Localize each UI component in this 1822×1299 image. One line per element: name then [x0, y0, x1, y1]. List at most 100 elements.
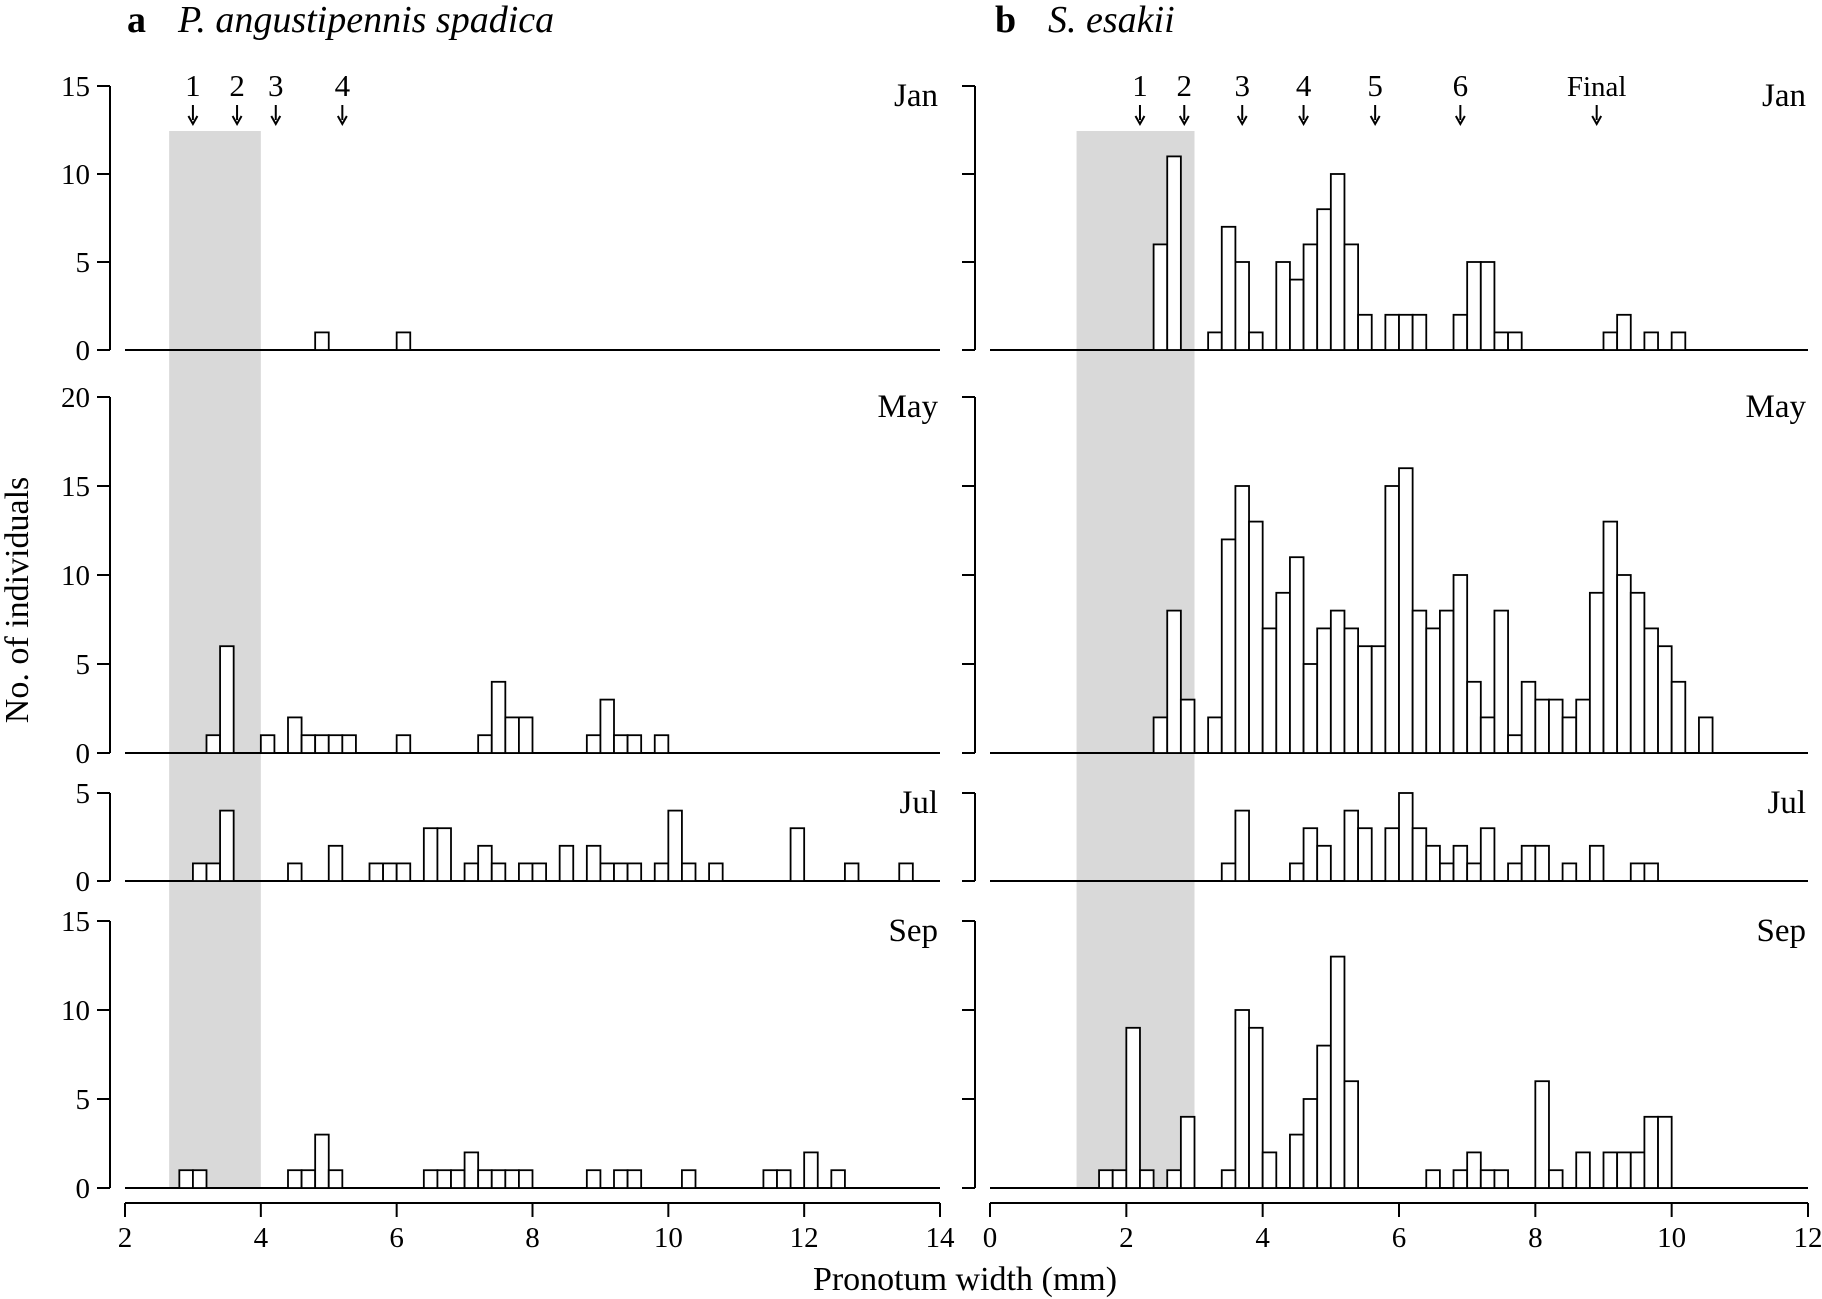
bar-may-b-4.7	[1302, 663, 1319, 754]
bar-may-a-4.5	[287, 716, 303, 754]
bar-jul-b-9.7	[1643, 862, 1659, 882]
bar-sep-b-8.7	[1575, 1151, 1591, 1189]
bar-may-b-8.3	[1548, 698, 1564, 754]
bar-may-a-4.1	[259, 734, 276, 754]
y-tick-label-sep-a-5: 5	[76, 1084, 91, 1116]
bar-jan-b-5.9	[1384, 313, 1400, 351]
bar-may-b-8.9	[1588, 591, 1605, 754]
bar-sep-b-3.9	[1248, 1026, 1264, 1189]
bar-jul-a-5.9	[382, 862, 398, 882]
panel-sep-b: Sep	[962, 913, 1808, 1189]
bar-may-a-3.3	[205, 734, 221, 754]
bar-sep-a-9.3	[613, 1169, 629, 1189]
instar-arrow-head-b-3	[1236, 115, 1248, 127]
bar-jul-b-6.1	[1398, 792, 1414, 882]
bar-sep-a-7.3	[477, 1169, 493, 1189]
bar-jul-b-6.7	[1439, 862, 1455, 882]
bar-may-b-7.9	[1520, 680, 1537, 754]
bar-may-b-3.9	[1248, 520, 1264, 754]
bar-jul-b-5.5	[1357, 827, 1373, 882]
bar-jul-a-7.3	[477, 844, 493, 882]
bar-sep-b-1.9	[1111, 1169, 1128, 1189]
month-label-jul-b: Jul	[1767, 785, 1806, 821]
y-tick-label-jul-a-0: 0	[76, 866, 91, 898]
bar-jan-b-3.5	[1220, 225, 1237, 351]
bar-sep-b-3.5	[1220, 1169, 1237, 1189]
panel-letter-b: b	[995, 0, 1016, 41]
bar-may-b-2.9	[1179, 698, 1196, 754]
bar-sep-b-9.9	[1657, 1115, 1673, 1189]
x-tick-label-b-10: 10	[1657, 1222, 1686, 1254]
bar-jul-a-10.1	[667, 809, 683, 882]
bar-may-b-6.5	[1425, 627, 1441, 754]
instar-label-a-3: 3	[268, 68, 284, 103]
shaded-band-a	[169, 131, 261, 1188]
bar-jan-b-6.1	[1398, 313, 1414, 351]
bar-sep-a-12.1	[803, 1151, 819, 1189]
bar-jul-a-6.1	[395, 862, 412, 882]
x-tick-label-b-2: 2	[1119, 1222, 1134, 1254]
instar-arrow-head-b-7	[1591, 115, 1603, 127]
bar-jul-a-10.3	[681, 862, 697, 882]
bar-sep-b-2.1	[1125, 1026, 1141, 1189]
bar-sep-a-8.9	[585, 1169, 602, 1189]
month-label-jan-b: Jan	[1762, 78, 1806, 114]
y-tick-label-may-a-15: 15	[61, 471, 90, 503]
bar-may-a-4.9	[314, 734, 330, 754]
y-tick-label-sep-a-10: 10	[61, 995, 90, 1027]
bar-sep-b-4.1	[1261, 1151, 1278, 1189]
bar-jan-b-6.9	[1452, 313, 1469, 351]
bar-sep-b-9.5	[1629, 1151, 1646, 1189]
panel-title-b: S. esakii	[1048, 0, 1175, 41]
bar-jan-b-2.7	[1166, 155, 1182, 351]
bar-jan-b-3.7	[1234, 261, 1250, 351]
instar-arrow-head-b-5	[1369, 115, 1381, 127]
bar-jul-b-6.5	[1425, 844, 1441, 882]
bar-jul-a-9.1	[599, 862, 615, 882]
y-tick-label-jan-a-0: 0	[76, 335, 91, 367]
bar-jul-a-3.3	[205, 862, 221, 882]
instar-label-b-2: 2	[1177, 68, 1193, 103]
bar-may-b-8.5	[1561, 716, 1578, 754]
bar-jul-a-9.9	[653, 862, 670, 882]
y-tick-label-jan-a-5: 5	[76, 247, 91, 279]
bar-jan-b-3.3	[1207, 331, 1223, 351]
instar-label-b-6: 6	[1453, 68, 1469, 103]
x-tick-label-a-6: 6	[389, 1222, 404, 1254]
instar-arrow-head-b-4	[1298, 115, 1309, 127]
bar-may-b-7.7	[1507, 734, 1523, 754]
bar-sep-b-4.9	[1316, 1044, 1332, 1189]
bar-sep-b-9.3	[1616, 1151, 1632, 1189]
bar-jul-a-7.1	[463, 862, 480, 882]
bar-may-b-7.3	[1479, 716, 1496, 754]
panel-may-a: 0 5 10 15 20 May	[61, 382, 940, 770]
bar-sep-b-2.3	[1139, 1169, 1155, 1189]
y-tick-label-sep-a-0: 0	[76, 1173, 91, 1205]
bar-jul-a-3.1	[192, 862, 208, 882]
bar-sep-a-9.5	[626, 1169, 643, 1189]
bar-may-a-9.9	[653, 734, 670, 754]
bar-may-a-7.3	[477, 734, 493, 754]
bar-jan-b-7.3	[1479, 261, 1496, 351]
bar-jul-a-8.9	[585, 844, 602, 882]
bar-sep-a-12.5	[830, 1169, 846, 1189]
bar-may-a-8.9	[585, 734, 602, 754]
instar-label-a-4: 4	[335, 68, 351, 103]
x-axis-label: Pronotum width (mm)	[813, 1261, 1117, 1298]
bar-may-a-7.5	[490, 680, 507, 754]
bar-jul-b-3.5	[1220, 862, 1237, 882]
bar-sep-a-10.3	[681, 1169, 697, 1189]
bar-may-a-7.7	[504, 716, 520, 754]
bar-sep-b-5.1	[1329, 955, 1346, 1189]
bar-jul-a-7.9	[518, 862, 534, 882]
bar-jan-b-5.5	[1357, 313, 1373, 351]
panel-sep-a: 0 5 10 15 Sep	[61, 906, 940, 1205]
bar-may-b-3.3	[1207, 716, 1223, 754]
panel-may-b: May	[962, 389, 1808, 754]
bar-may-b-4.1	[1261, 627, 1278, 754]
bar-may-b-6.9	[1452, 574, 1469, 754]
bar-jan-b-10.1	[1670, 331, 1687, 351]
bar-may-b-5.9	[1384, 485, 1400, 754]
bar-sep-b-7.1	[1466, 1151, 1482, 1189]
x-tick-label-a-4: 4	[254, 1222, 269, 1254]
